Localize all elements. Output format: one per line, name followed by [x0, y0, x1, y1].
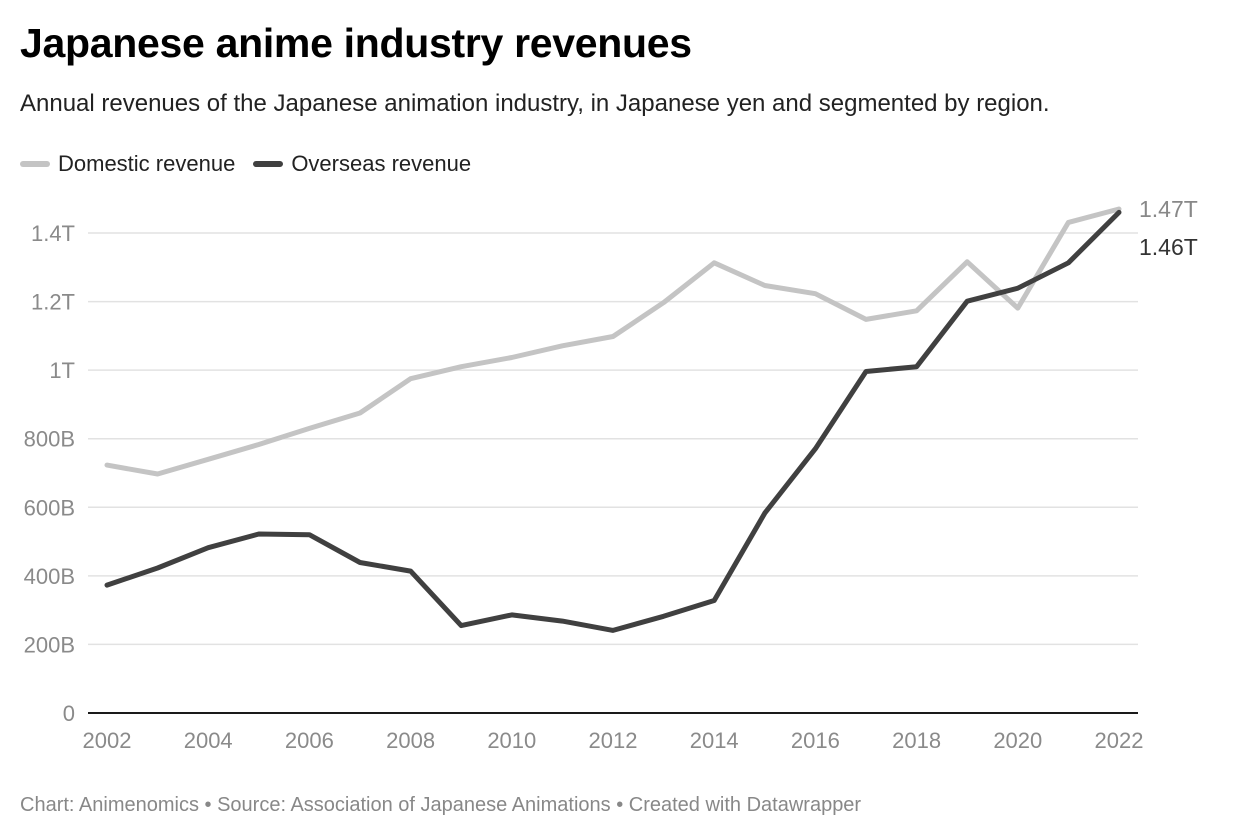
y-tick-label: 200B	[24, 632, 75, 657]
x-tick-label: 2010	[487, 728, 536, 753]
y-tick-label: 800B	[24, 427, 75, 452]
x-tick-label: 2018	[892, 728, 941, 753]
chart-title: Japanese anime industry revenues	[20, 20, 692, 66]
y-tick-label: 600B	[24, 495, 75, 520]
end-labels: 1.47T 1.46T	[1139, 196, 1198, 260]
legend-item-overseas: Overseas revenue	[253, 151, 471, 177]
x-tick-label: 2020	[993, 728, 1042, 753]
chart-footer: Chart: Animenomics • Source: Association…	[20, 794, 862, 816]
series-lines	[104, 206, 1122, 633]
y-axis-ticks: 0 200B 400B 600B 800B 1T 1.2T 1.4T	[24, 221, 75, 726]
legend-swatch-domestic	[20, 161, 50, 167]
legend-label-domestic: Domestic revenue	[58, 151, 236, 176]
legend-item-domestic: Domestic revenue	[20, 151, 235, 177]
end-label-domestic: 1.47T	[1139, 196, 1198, 222]
x-tick-label: 2012	[589, 728, 638, 753]
x-tick-label: 2014	[690, 728, 739, 753]
x-tick-label: 2002	[83, 728, 132, 753]
y-tick-label: 1.4T	[31, 221, 75, 246]
x-tick-label: 2006	[285, 728, 334, 753]
end-label-overseas: 1.46T	[1139, 234, 1198, 260]
x-tick-label: 2008	[386, 728, 435, 753]
y-tick-label: 400B	[24, 564, 75, 589]
chart-subtitle: Annual revenues of the Japanese animatio…	[20, 90, 1050, 117]
y-tick-label: 0	[63, 701, 75, 726]
x-tick-label: 2022	[1095, 728, 1144, 753]
chart-legend: Domestic revenue Overseas revenue	[20, 151, 489, 177]
x-tick-label: 2016	[791, 728, 840, 753]
x-axis-ticks: 2002 2004 2006 2008 2010 2012 2014 2016 2018 2020…	[83, 728, 1144, 753]
series-line-overseas	[104, 209, 1122, 633]
legend-label-overseas: Overseas revenue	[291, 151, 472, 176]
series-line-domestic	[104, 206, 1122, 477]
y-tick-label: 1.2T	[31, 290, 75, 315]
grid-lines	[88, 232, 1138, 714]
y-tick-label: 1T	[49, 358, 75, 383]
x-tick-label: 2004	[184, 728, 233, 753]
legend-swatch-overseas	[253, 161, 284, 167]
